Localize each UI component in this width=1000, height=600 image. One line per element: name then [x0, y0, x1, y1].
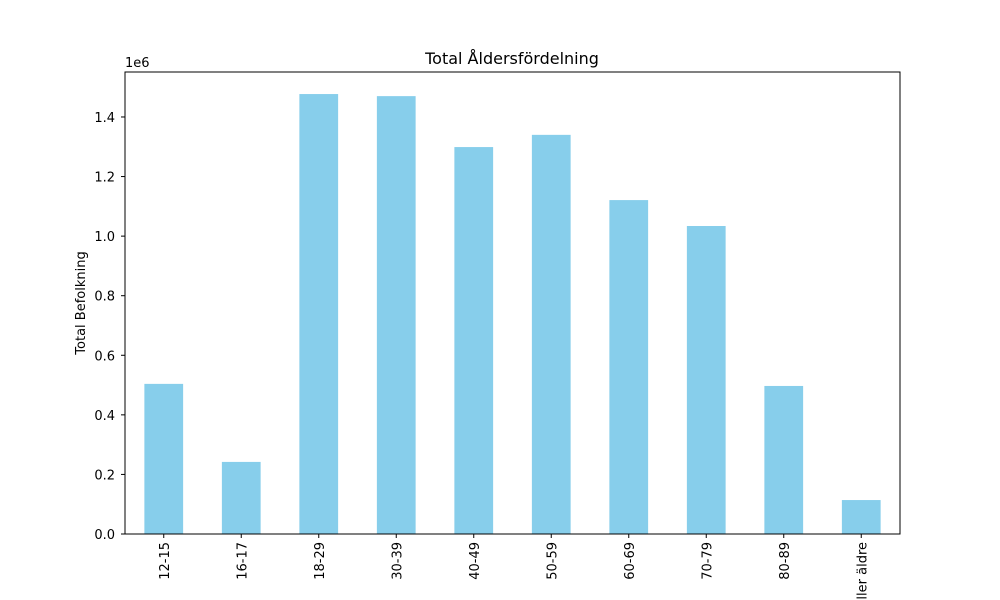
bar	[686, 226, 726, 534]
y-tick-label: 0.2	[94, 468, 115, 483]
bar	[376, 96, 416, 535]
bar	[764, 385, 804, 534]
x-tick-label: 80-89	[778, 542, 793, 580]
y-tick-label: 0.8	[94, 290, 115, 305]
x-tick-label: 40-49	[468, 542, 483, 580]
bar	[299, 94, 339, 535]
x-tick-label: 18-29	[313, 542, 328, 580]
y-tick-label: 0.4	[94, 409, 115, 424]
x-tick-label: 12-15	[158, 542, 173, 580]
bar	[144, 383, 184, 534]
x-tick-label: 50-59	[545, 542, 560, 580]
y-tick-label: 0.0	[94, 528, 115, 543]
bar	[531, 134, 571, 534]
y-tick-label: 1.0	[94, 230, 115, 245]
x-tick-label: 90 år eller äldre	[855, 542, 870, 600]
x-tick-label: 60-69	[623, 542, 638, 580]
bar	[609, 200, 649, 534]
y-axis-label: Total Befolkning	[74, 251, 89, 355]
chart-title: Total Åldersfördelning	[424, 49, 599, 68]
bar	[454, 147, 494, 534]
x-tick-label: 16-17	[235, 542, 250, 580]
y-tick-label: 1.2	[94, 171, 115, 186]
y-tick-label: 1.4	[94, 111, 115, 126]
x-tick-label: 30-39	[390, 542, 405, 580]
x-tick-label: 70-79	[700, 542, 715, 580]
bar	[221, 461, 261, 534]
bar	[841, 500, 881, 534]
y-tick-label: 0.6	[94, 349, 115, 364]
y-offset-label: 1e6	[125, 56, 150, 71]
plot-frame	[124, 71, 901, 535]
